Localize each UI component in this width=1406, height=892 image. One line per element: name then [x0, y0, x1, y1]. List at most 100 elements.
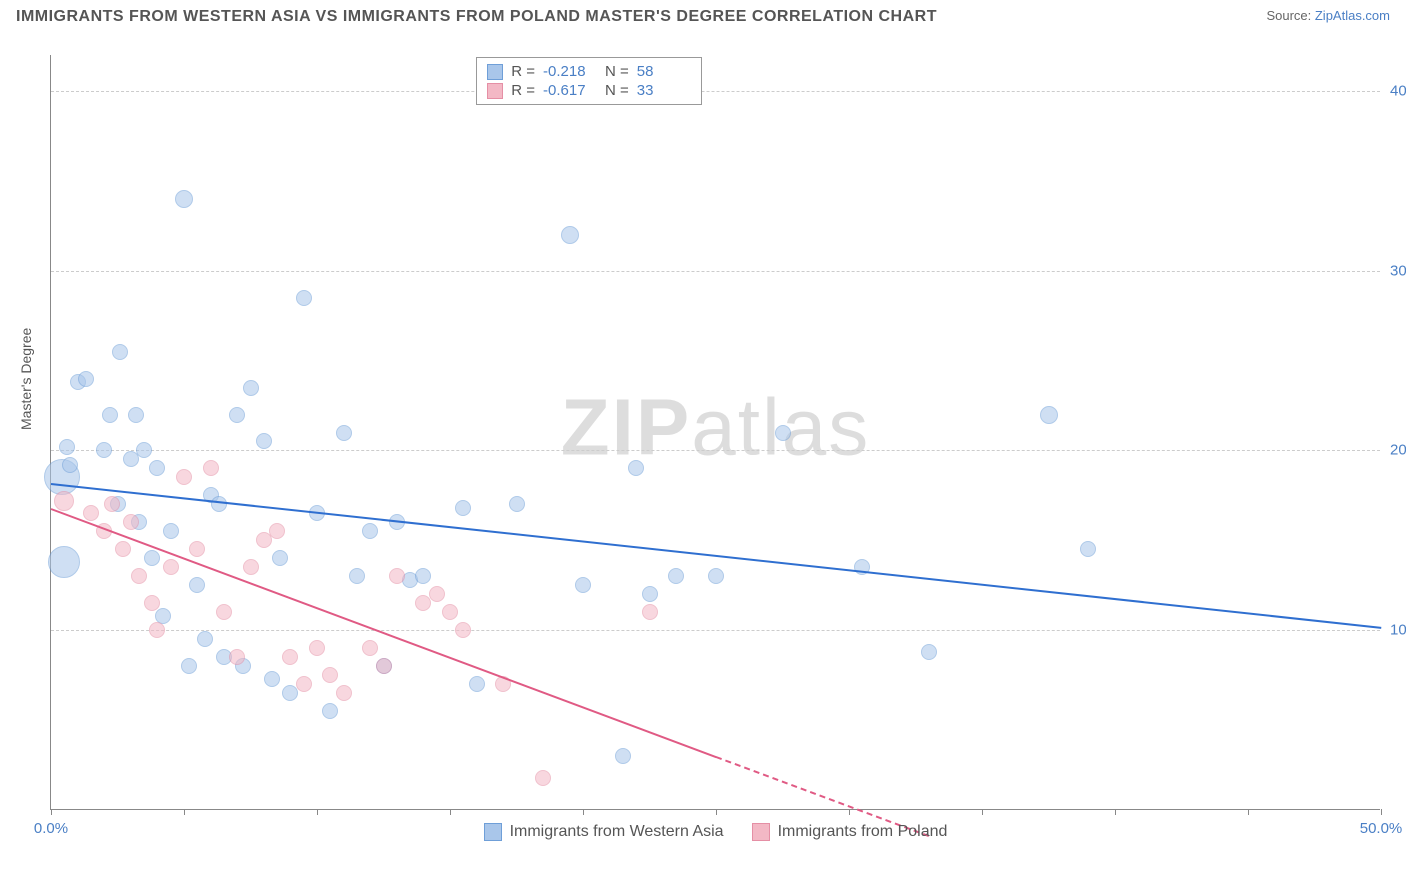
data-point-west_asia[interactable]: [62, 457, 78, 473]
data-point-poland[interactable]: [104, 496, 120, 512]
data-point-west_asia[interactable]: [264, 671, 280, 687]
swatch-west_asia: [487, 64, 503, 80]
data-point-poland[interactable]: [131, 568, 147, 584]
data-point-west_asia[interactable]: [211, 496, 227, 512]
data-point-west_asia[interactable]: [128, 407, 144, 423]
data-point-poland[interactable]: [144, 595, 160, 611]
data-point-west_asia[interactable]: [561, 226, 579, 244]
stat-r-label: R =: [511, 82, 535, 99]
chart-header: IMMIGRANTS FROM WESTERN ASIA VS IMMIGRAN…: [0, 0, 1406, 30]
source-link[interactable]: ZipAtlas.com: [1315, 8, 1390, 23]
data-point-poland[interactable]: [362, 640, 378, 656]
data-point-west_asia[interactable]: [296, 290, 312, 306]
data-point-west_asia[interactable]: [48, 546, 80, 578]
swatch-poland: [487, 83, 503, 99]
data-point-west_asia[interactable]: [921, 644, 937, 660]
data-point-west_asia[interactable]: [415, 568, 431, 584]
data-point-poland[interactable]: [309, 640, 325, 656]
data-point-west_asia[interactable]: [112, 344, 128, 360]
data-point-poland[interactable]: [336, 685, 352, 701]
data-point-west_asia[interactable]: [455, 500, 471, 516]
data-point-west_asia[interactable]: [197, 631, 213, 647]
data-point-west_asia[interactable]: [229, 407, 245, 423]
data-point-west_asia[interactable]: [175, 190, 193, 208]
data-point-west_asia[interactable]: [163, 523, 179, 539]
data-point-west_asia[interactable]: [256, 433, 272, 449]
data-point-west_asia[interactable]: [102, 407, 118, 423]
data-point-west_asia[interactable]: [575, 577, 591, 593]
data-point-poland[interactable]: [163, 559, 179, 575]
data-point-west_asia[interactable]: [775, 425, 791, 441]
gridline: [51, 630, 1380, 631]
x-tick: [450, 809, 451, 815]
trend-line-west_asia: [51, 483, 1381, 629]
watermark-zip: ZIP: [561, 382, 691, 471]
data-point-west_asia[interactable]: [628, 460, 644, 476]
legend-swatch-west_asia: [484, 823, 502, 841]
data-point-poland[interactable]: [189, 541, 205, 557]
data-point-poland[interactable]: [149, 622, 165, 638]
data-point-west_asia[interactable]: [509, 496, 525, 512]
data-point-west_asia[interactable]: [149, 460, 165, 476]
data-point-west_asia[interactable]: [362, 523, 378, 539]
legend-item-west_asia[interactable]: Immigrants from Western Asia: [484, 823, 724, 841]
scatter-plot-area: ZIPatlas 10.0%20.0%30.0%40.0%0.0%50.0%R …: [50, 55, 1380, 810]
data-point-west_asia[interactable]: [136, 442, 152, 458]
data-point-poland[interactable]: [535, 770, 551, 786]
source-attribution: Source: ZipAtlas.com: [1266, 8, 1390, 23]
data-point-poland[interactable]: [642, 604, 658, 620]
x-tick: [1248, 809, 1249, 815]
x-tick: [1381, 809, 1382, 815]
data-point-west_asia[interactable]: [336, 425, 352, 441]
data-point-west_asia[interactable]: [96, 442, 112, 458]
data-point-west_asia[interactable]: [1040, 406, 1058, 424]
data-point-poland[interactable]: [123, 514, 139, 530]
data-point-poland[interactable]: [269, 523, 285, 539]
legend-label-west_asia: Immigrants from Western Asia: [510, 823, 724, 841]
data-point-west_asia[interactable]: [1080, 541, 1096, 557]
data-point-poland[interactable]: [243, 559, 259, 575]
data-point-poland[interactable]: [455, 622, 471, 638]
data-point-poland[interactable]: [216, 604, 232, 620]
data-point-west_asia[interactable]: [668, 568, 684, 584]
data-point-west_asia[interactable]: [615, 748, 631, 764]
x-tick: [583, 809, 584, 815]
data-point-poland[interactable]: [322, 667, 338, 683]
data-point-west_asia[interactable]: [144, 550, 160, 566]
data-point-poland[interactable]: [376, 658, 392, 674]
stats-row-poland: R = -0.617N = 33: [487, 81, 691, 100]
data-point-poland[interactable]: [83, 505, 99, 521]
data-point-west_asia[interactable]: [708, 568, 724, 584]
data-point-poland[interactable]: [229, 649, 245, 665]
source-prefix: Source:: [1266, 8, 1314, 23]
legend-item-poland[interactable]: Immigrants from Poland: [752, 823, 948, 841]
data-point-poland[interactable]: [115, 541, 131, 557]
stat-n-label: N =: [605, 63, 629, 80]
data-point-poland[interactable]: [296, 676, 312, 692]
y-axis-label: Master's Degree: [18, 328, 34, 430]
data-point-poland[interactable]: [176, 469, 192, 485]
data-point-poland[interactable]: [203, 460, 219, 476]
data-point-west_asia[interactable]: [642, 586, 658, 602]
x-tick: [317, 809, 318, 815]
data-point-poland[interactable]: [389, 568, 405, 584]
x-tick: [184, 809, 185, 815]
y-tick-label: 10.0%: [1390, 622, 1406, 639]
data-point-west_asia[interactable]: [189, 577, 205, 593]
data-point-west_asia[interactable]: [59, 439, 75, 455]
data-point-west_asia[interactable]: [272, 550, 288, 566]
data-point-poland[interactable]: [442, 604, 458, 620]
data-point-poland[interactable]: [54, 491, 74, 511]
data-point-west_asia[interactable]: [243, 380, 259, 396]
data-point-west_asia[interactable]: [181, 658, 197, 674]
data-point-west_asia[interactable]: [78, 371, 94, 387]
data-point-poland[interactable]: [429, 586, 445, 602]
data-point-west_asia[interactable]: [469, 676, 485, 692]
data-point-west_asia[interactable]: [349, 568, 365, 584]
data-point-west_asia[interactable]: [322, 703, 338, 719]
y-tick-label: 20.0%: [1390, 442, 1406, 459]
data-point-poland[interactable]: [282, 649, 298, 665]
legend-label-poland: Immigrants from Poland: [778, 823, 948, 841]
gridline: [51, 450, 1380, 451]
stat-n-value-poland: 33: [637, 82, 691, 99]
